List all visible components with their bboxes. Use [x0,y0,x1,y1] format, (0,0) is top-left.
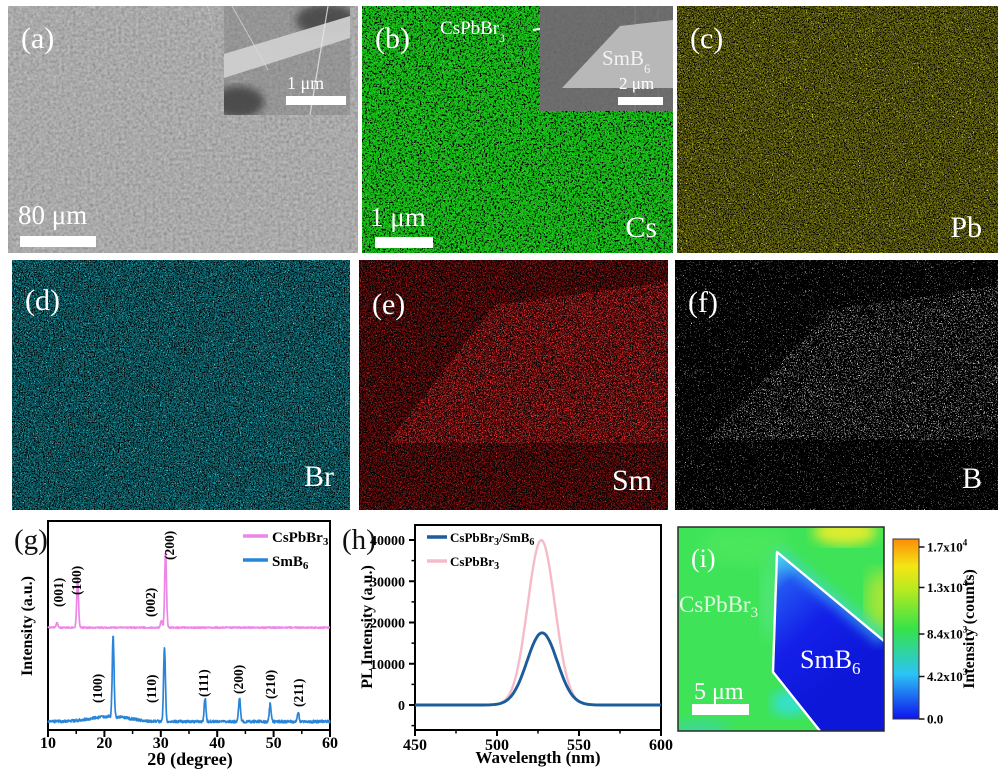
colorbar-axis-label: Intensity (counts) [961,569,978,689]
panel-g-letter: (g) [14,524,48,556]
xrd-legend: CsPbBr3 SmB6 [243,530,329,572]
xrd-chart: 10 20 30 40 50 60(001) (100)(002)(200)(100) (11… [40,531,338,752]
pl-x-axis-label: Wavelength (nm) [475,748,600,767]
panel-i-letter: (i) [691,544,716,573]
br-speckle-map [12,260,350,510]
map-region-outline [771,550,884,731]
svg-text:(100): (100) [90,674,105,703]
panel-c-pb-eds-map: (c) Pb [677,6,998,253]
svg-text:(210): (210) [263,670,278,699]
svg-text:450: 450 [403,737,427,754]
svg-text:30000: 30000 [370,575,405,590]
xrd-x-axis-label: 2θ (degree) [147,749,233,770]
svg-text:(111): (111) [196,669,211,697]
panel-a-inset-scalebar-label: 1 μm [287,73,325,93]
panel-b-cspbbr3-annotation: CsPbBr3 [440,18,505,45]
map-smb6-label: SmB6 [800,645,861,678]
panel-b-letter: (b) [375,22,410,55]
panel-d-letter: (d) [25,284,60,317]
svg-text:500: 500 [485,737,509,754]
map-border [677,526,885,732]
map-scalebar [692,704,749,715]
svg-text:(002): (002) [143,588,158,617]
colorbar-gradient [892,538,920,720]
panel-e-sm-eds-map: (e) Sm [359,260,668,510]
svg-text:0.0: 0.0 [927,712,943,727]
charts-row: (g) 10 20 30 40 50 60(001) (100)(002)(200)(100… [14,520,978,770]
svg-text:20000: 20000 [370,617,405,632]
panel-a-scalebar-label: 80 μm [18,200,88,230]
svg-text:10: 10 [40,735,56,752]
panel-h-letter: (h) [342,524,376,556]
panel-b-inset-scalebar [618,97,663,105]
panel-a-sem-image: (a) 80 μm 1 μm [8,6,358,253]
pl-legend: CsPbBr3/SmB6 CsPbBr3 [427,530,534,572]
map-scalebar-label: 5 μm [694,679,744,705]
pl-spectrum-chart: 450 500 550 600 0 10000 20000 30000 40000 [370,534,673,754]
panel-d-element-label: Br [304,460,334,493]
map-yellow-hotspot [813,527,877,545]
panel-a-inset-sem: 1 μm [224,6,350,115]
panel-e-letter: (e) [372,288,406,321]
svg-text:1.7x104: 1.7x104 [927,538,968,555]
sm-speckle-map [359,260,668,510]
panel-b-scalebar [375,237,433,248]
inset-nanowire [224,16,350,78]
b-speckle-map [675,260,998,510]
panel-f-b-eds-map: (f) B [675,260,998,510]
svg-text:50: 50 [266,735,282,752]
pl-y-axis-label: PL Intensity (a.u.) [359,565,376,689]
svg-text:600: 600 [649,737,673,754]
svg-text:(110): (110) [144,675,159,704]
svg-text:(001): (001) [51,578,66,607]
pl-plot-frame [414,524,662,731]
svg-text:0: 0 [398,699,405,714]
panel-b-cs-eds-map: (b) CsPbBr3 Cs 1 μm SmB6 2 μm [362,6,673,253]
svg-text:(100): (100) [69,566,84,595]
panel-c-element-label: Pb [950,211,982,244]
svg-text:550: 550 [567,737,591,754]
panel-a-scalebar [20,236,96,247]
svg-text:(200): (200) [231,665,246,694]
svg-text:(211): (211) [291,679,306,708]
svg-text:60: 60 [322,735,338,752]
colorbar-ticks: 1.7x104 1.3x104 8.4x103 4.2x103 0.0 [919,538,968,727]
smb6-crystal-shape [562,20,673,88]
panel-b-scalebar-label: 1 μm [370,202,426,232]
pl-legend-cspbbr3-smb6: CsPbBr3/SmB6 [450,530,534,548]
panel-c-letter: (c) [690,22,724,55]
pb-speckle-map [677,6,998,253]
panel-a-inset-scalebar [286,96,346,105]
xrd-y-axis-label: Intensity (a.u.) [19,576,36,676]
svg-text:30: 30 [153,735,169,752]
svg-text:(200): (200) [162,531,177,560]
panel-e-element-label: Sm [611,464,652,497]
map-cspbbr3-label: CsPbBr3 [679,592,758,621]
panel-b-inset-scalebar-label: 2 μm [619,74,655,93]
xrd-plot-frame [47,520,331,731]
panel-f-letter: (f) [688,286,718,319]
panel-a-letter: (a) [21,22,55,55]
panel-b-inset-smb6-crystal: SmB6 2 μm [540,6,673,111]
pl-legend-cspbbr3: CsPbBr3 [450,554,499,572]
panel-d-br-eds-map: (d) Br [12,260,350,510]
svg-text:10000: 10000 [370,658,405,673]
svg-text:40000: 40000 [370,534,405,549]
pl-map: (i) CsPbBr3 SmB6 5 μm [677,526,885,732]
panel-b-element-label: Cs [625,211,657,244]
svg-text:20: 20 [96,735,112,752]
panel-f-element-label: B [961,462,982,495]
svg-text:40: 40 [209,735,225,752]
svg-text:8.4x103: 8.4x103 [927,625,968,642]
colorbar: 1.7x104 1.3x104 8.4x103 4.2x103 0.0 Intensit… [892,538,978,727]
xrd-legend-smb6: SmB6 [272,554,309,572]
panel-b-inset-label: SmB6 [602,46,651,77]
svg-text:4.2x103: 4.2x103 [927,667,968,684]
map-smb6-region [773,552,884,731]
svg-text:1.3x104: 1.3x104 [927,578,968,595]
xrd-legend-cspbbr3: CsPbBr3 [272,530,329,548]
